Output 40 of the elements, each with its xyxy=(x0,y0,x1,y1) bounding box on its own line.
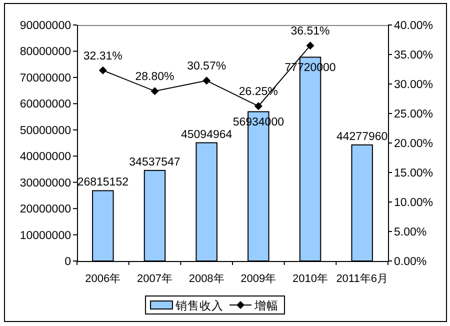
y2-tick-label: 25.00% xyxy=(394,108,434,120)
y-tick-label: 90000000 xyxy=(20,20,71,32)
y-tick-label: 80000000 xyxy=(20,46,71,58)
y-tick-label: 10000000 xyxy=(20,230,71,242)
data-label: 36.51% xyxy=(290,26,330,38)
y-tick-label: 50000000 xyxy=(20,124,71,137)
data-label: 26815152 xyxy=(77,176,129,189)
y2-tick-label: 30.00% xyxy=(394,79,434,91)
x-tick-label: 2006年 xyxy=(85,273,121,285)
data-label: 34537547 xyxy=(129,156,180,168)
y2-tick-label: 0.00% xyxy=(394,256,427,268)
point xyxy=(306,42,314,50)
y2-tick-label: 10.00% xyxy=(394,197,434,209)
x-tick-label: 2009年 xyxy=(240,273,276,285)
data-label: 45094964 xyxy=(180,128,233,141)
point xyxy=(150,87,159,96)
y-tick-label: 0 xyxy=(64,256,71,268)
data-label: 28.80% xyxy=(135,71,174,84)
y2-tick-label: 20.00% xyxy=(394,138,434,150)
y2-tick-label: 40.00% xyxy=(394,20,434,32)
legend-label: 增幅 xyxy=(254,300,278,312)
y2-tick-label: 15.00% xyxy=(394,168,434,180)
y-tick-label: 70000000 xyxy=(20,72,71,84)
y2-tick-label: 5.00% xyxy=(394,226,427,238)
y-tick-label: 60000000 xyxy=(20,98,71,111)
x-tick-label: 2010年 xyxy=(292,273,328,285)
y-tick-label: 30000000 xyxy=(20,177,71,190)
y-tick-label: 20000000 xyxy=(20,204,71,216)
x-tick-label: 2007年 xyxy=(137,273,172,285)
point xyxy=(98,66,107,74)
data-label: 30.57% xyxy=(187,60,226,73)
point xyxy=(254,102,262,110)
y-tick-label: 40000000 xyxy=(20,151,71,164)
x-tick-label: 2011年6月 xyxy=(336,273,388,285)
legend-label: 销售收入 xyxy=(174,298,224,312)
point xyxy=(202,76,211,85)
data-label: 32.31% xyxy=(83,50,122,62)
y2-tick-label: 35.00% xyxy=(394,50,434,62)
data-label: 44277960 xyxy=(336,130,388,143)
x-tick-label: 2008年 xyxy=(188,273,224,285)
